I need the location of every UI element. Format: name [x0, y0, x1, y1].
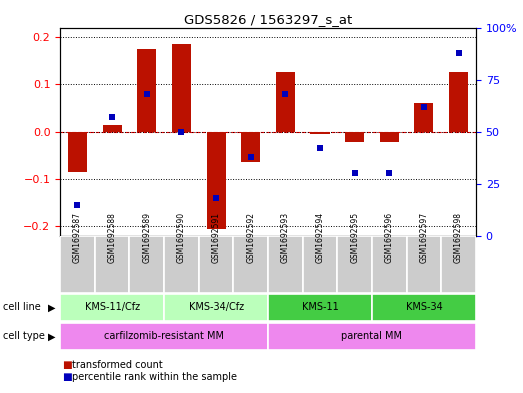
Text: ■: ■ [62, 372, 72, 382]
Text: GSM1692592: GSM1692592 [246, 212, 255, 263]
Text: carfilzomib-resistant MM: carfilzomib-resistant MM [104, 331, 224, 342]
Bar [345, 132, 364, 142]
Text: cell type: cell type [3, 331, 44, 342]
Text: GSM1692590: GSM1692590 [177, 212, 186, 263]
Text: GSM1692589: GSM1692589 [142, 212, 151, 263]
Bar [268, 236, 303, 293]
Bar [103, 125, 122, 132]
Bar [137, 49, 156, 132]
Text: KMS-11/Cfz: KMS-11/Cfz [85, 302, 140, 312]
Bar [164, 294, 268, 321]
Bar [207, 132, 225, 229]
Bar [268, 323, 476, 350]
Text: transformed count: transformed count [72, 360, 163, 370]
Bar [233, 236, 268, 293]
Text: percentile rank within the sample: percentile rank within the sample [72, 372, 237, 382]
Bar [268, 294, 372, 321]
Text: cell line: cell line [3, 302, 40, 312]
Bar [449, 72, 468, 132]
Bar [95, 236, 129, 293]
Text: ▶: ▶ [48, 331, 55, 342]
Title: GDS5826 / 1563297_s_at: GDS5826 / 1563297_s_at [184, 13, 352, 26]
Text: GSM1692595: GSM1692595 [350, 212, 359, 263]
Bar [276, 72, 295, 132]
Text: GSM1692598: GSM1692598 [454, 212, 463, 263]
Text: GSM1692594: GSM1692594 [315, 212, 324, 263]
Bar [380, 132, 399, 142]
Bar [372, 236, 407, 293]
Bar [199, 236, 233, 293]
Text: GSM1692596: GSM1692596 [385, 212, 394, 263]
Bar [60, 323, 268, 350]
Text: KMS-11: KMS-11 [302, 302, 338, 312]
Bar [68, 132, 87, 172]
Bar [441, 236, 476, 293]
Text: GSM1692593: GSM1692593 [281, 212, 290, 263]
Bar [241, 132, 260, 162]
Bar [60, 294, 164, 321]
Bar [407, 236, 441, 293]
Bar [60, 236, 95, 293]
Bar [303, 236, 337, 293]
Text: GSM1692587: GSM1692587 [73, 212, 82, 263]
Bar [129, 236, 164, 293]
Text: KMS-34: KMS-34 [405, 302, 442, 312]
Text: GSM1692597: GSM1692597 [419, 212, 428, 263]
Bar [337, 236, 372, 293]
Bar [311, 132, 329, 134]
Text: KMS-34/Cfz: KMS-34/Cfz [188, 302, 244, 312]
Bar [372, 294, 476, 321]
Bar [172, 44, 191, 132]
Bar [414, 103, 434, 132]
Text: GSM1692591: GSM1692591 [212, 212, 221, 263]
Bar [164, 236, 199, 293]
Text: GSM1692588: GSM1692588 [108, 212, 117, 263]
Text: ▶: ▶ [48, 302, 55, 312]
Text: ■: ■ [62, 360, 72, 370]
Text: parental MM: parental MM [342, 331, 403, 342]
